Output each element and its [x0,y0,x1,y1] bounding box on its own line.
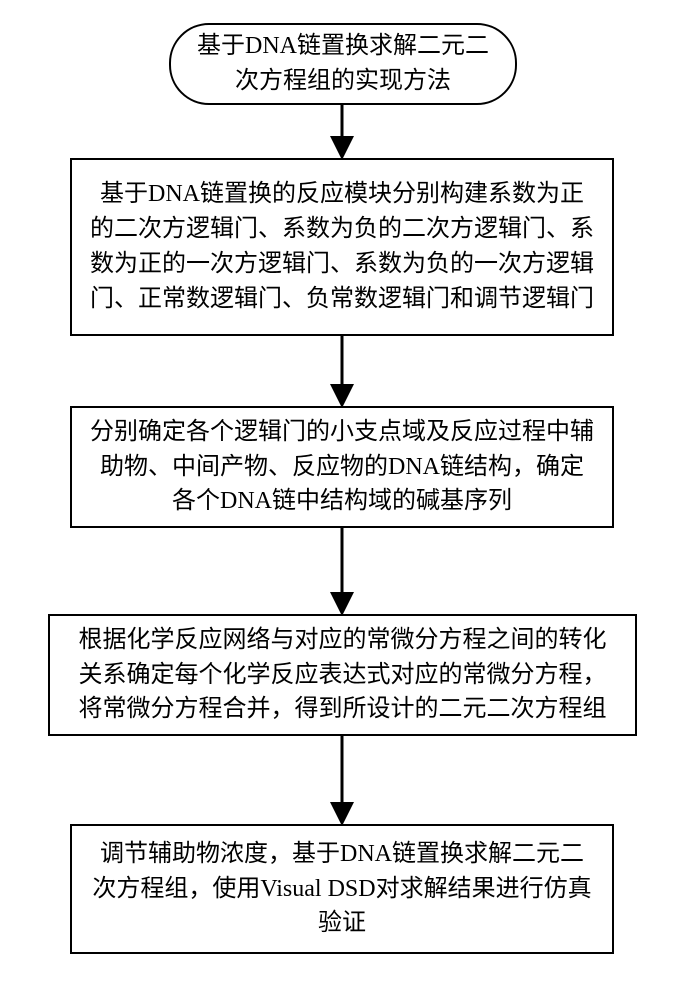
flowchart-step-2-label: 分别确定各个逻辑门的小支点域及反应过程中辅助物、中间产物、反应物的DNA链结构，… [72,407,612,527]
flowchart-start-node: 基于DNA链置换求解二元二次方程组的实现方法 [169,23,517,105]
flowchart-step-4-label: 调节辅助物浓度，基于DNA链置换求解二元二次方程组，使用Visual DSD对求… [72,829,612,949]
flowchart-step-3: 根据化学反应网络与对应的常微分方程之间的转化关系确定每个化学反应表达式对应的常微… [48,614,637,736]
flowchart-step-1-label: 基于DNA链置换的反应模块分别构建系数为正的二次方逻辑门、系数为负的二次方逻辑门… [72,169,612,324]
flowchart-step-4: 调节辅助物浓度，基于DNA链置换求解二元二次方程组，使用Visual DSD对求… [70,824,614,954]
flowchart-step-2: 分别确定各个逻辑门的小支点域及反应过程中辅助物、中间产物、反应物的DNA链结构，… [70,406,614,528]
flowchart-step-3-label: 根据化学反应网络与对应的常微分方程之间的转化关系确定每个化学反应表达式对应的常微… [50,615,635,735]
flowchart-start-label: 基于DNA链置换求解二元二次方程组的实现方法 [171,21,515,107]
flowchart-step-1: 基于DNA链置换的反应模块分别构建系数为正的二次方逻辑门、系数为负的二次方逻辑门… [70,158,614,336]
flowchart-canvas: 基于DNA链置换求解二元二次方程组的实现方法 基于DNA链置换的反应模块分别构建… [0,0,681,1000]
